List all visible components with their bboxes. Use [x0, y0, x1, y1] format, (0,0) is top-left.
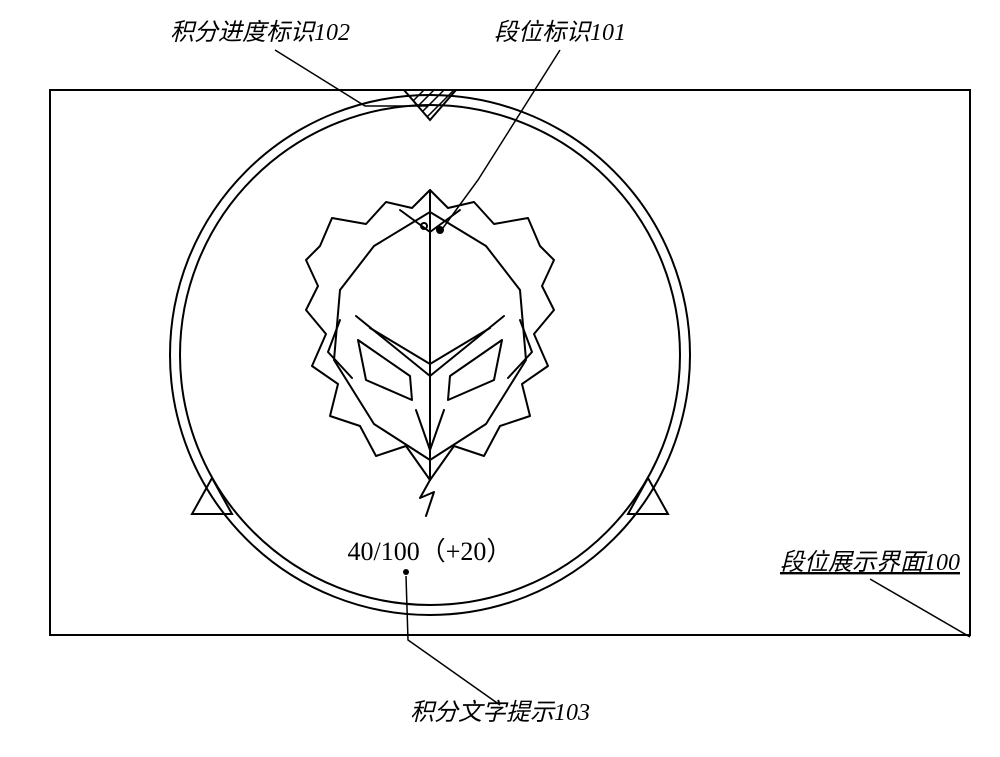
points-text: 40/100（+20） [348, 537, 513, 566]
callout-points-prompt: 积分文字提示103 [406, 576, 590, 726]
callout-interface-name [870, 579, 970, 637]
diagram-canvas: 40/100（+20） 段位展示界面100 积分进度标识102 段位标识101 … [0, 0, 1000, 757]
progress-marker-top-icon [390, 74, 480, 124]
points-text-anchor-dot [403, 569, 409, 575]
callout-progress-indicator: 积分进度标识102 [170, 19, 428, 106]
callout-rank-label: 段位标识101 [494, 19, 626, 46]
callout-progress-label: 积分进度标识102 [170, 19, 350, 46]
interface-name-label: 段位展示界面100 [780, 549, 960, 576]
callout-points-prompt-label: 积分文字提示103 [410, 699, 590, 726]
callout-rank-indicator: 段位标识101 [440, 19, 626, 232]
rank-badge-icon [306, 190, 554, 516]
